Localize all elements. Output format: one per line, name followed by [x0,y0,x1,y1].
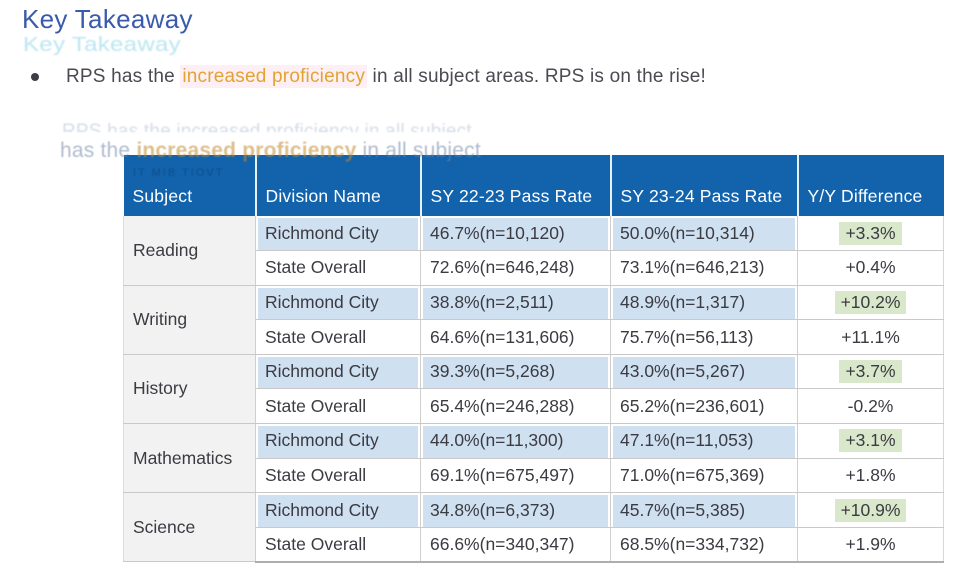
column-header-sy2223-pass-rate: SY 22-23 Pass Rate [420,155,612,216]
yy-difference-cell: +1.9% [797,527,944,563]
sy2324-pass-rate-cell: 47.1%(n=11,053) [610,423,798,459]
sy2324-pass-rate-cell: 45.7%(n=5,385) [610,492,798,528]
subject-cell: Science [123,492,256,563]
division-name-cell: Richmond City [255,423,421,459]
sy2223-pass-rate-cell: 69.1%(n=675,497) [420,458,611,494]
page-title: Key Takeaway [22,4,193,34]
sy2324-pass-rate-cell: 68.5%(n=334,732) [610,527,798,563]
yy-difference-cell: +10.2% [797,285,944,321]
sy2223-pass-rate-cell: 64.6%(n=131,606) [420,319,611,355]
division-name-cell: State Overall [255,388,421,425]
table-row: Science Richmond City 34.8%(n=6,373) 45.7%(… [123,492,944,563]
positive-diff-badge: +10.9% [834,498,907,522]
table-row: Reading Richmond City 46.7%(n=10,120) 50.0%… [123,216,944,286]
division-name-cell: State Overall [255,527,421,563]
yy-difference-cell: +1.8% [797,458,944,494]
sy2324-pass-rate-cell: 50.0%(n=10,314) [610,216,798,252]
division-name-cell: State Overall [255,458,421,494]
table-row: State Overall 66.6%(n=340,347) 68.5%(n=334… [124,527,944,563]
column-header-subject: Subject [123,155,257,216]
column-header-division-name: Division Name [255,155,422,216]
division-name-cell: Richmond City [255,492,421,528]
bullet-dot-icon [31,73,39,81]
ghost-heading-artifact: Key Takeaway [23,33,181,57]
yy-difference-cell: +3.1% [797,423,944,459]
yy-difference-cell: +10.9% [797,492,944,528]
table-row: Mathematics Richmond City 44.0%(n=11,300) 4… [123,423,944,494]
table-row: State Overall 72.6%(n=646,248) 73.1%(n=646… [124,250,944,286]
subject-cell: Reading [123,216,256,286]
table-row: State Overall 65.4%(n=246,288) 65.2%(n=236… [124,388,944,425]
positive-diff-badge: +10.2% [834,290,907,314]
table-row: State Overall 69.1%(n=675,497) 71.0%(n=675… [124,458,944,494]
takeaway-text-suffix: in all subject areas. RPS is on the rise… [367,66,706,87]
yy-difference-cell: +3.7% [797,354,944,390]
sy2324-pass-rate-cell: 65.2%(n=236,601) [610,388,798,425]
sy2223-pass-rate-cell: 72.6%(n=646,248) [420,250,611,286]
division-name-cell: State Overall [255,250,421,286]
sy2223-pass-rate-cell: 46.7%(n=10,120) [420,216,611,252]
pass-rate-table-wrapper: Subject Division Name SY 22-23 Pass Rate… [123,155,944,563]
subject-cell: Writing [123,285,256,355]
ghost-fragment-line-artifact: RPS has the increased proficiency in all… [62,121,472,132]
table-row: History Richmond City 39.3%(n=5,268) 43.0%(… [123,354,944,425]
pass-rate-table: Subject Division Name SY 22-23 Pass Rate… [123,155,944,563]
yy-difference-cell: +3.3% [797,216,944,252]
sy2324-pass-rate-cell: 75.7%(n=56,113) [610,319,798,355]
sy2324-pass-rate-cell: 71.0%(n=675,369) [610,458,798,494]
sy2324-pass-rate-cell: 48.9%(n=1,317) [610,285,798,321]
yy-difference-cell: +11.1% [797,319,944,355]
table-row: Writing Richmond City 38.8%(n=2,511) 48.9%(… [123,285,944,355]
column-header-yy-difference: Y/Y Difference [797,155,944,216]
sy2324-pass-rate-cell: 73.1%(n=646,213) [610,250,798,286]
subject-cell: History [123,354,256,425]
sy2223-pass-rate-cell: 66.6%(n=340,347) [420,527,611,563]
positive-diff-badge: +3.3% [839,221,902,245]
division-name-cell: Richmond City [255,354,421,390]
column-header-sy2324-pass-rate: SY 23-24 Pass Rate [610,155,799,216]
sy2223-pass-rate-cell: 38.8%(n=2,511) [420,285,611,321]
yy-difference-cell: +0.4% [797,250,944,286]
yy-difference-cell: -0.2% [797,388,944,425]
table-body: Reading Richmond City 46.7%(n=10,120) 50.0%… [123,216,944,563]
subject-cell: Mathematics [123,423,256,494]
division-name-cell: Richmond City [255,285,421,321]
takeaway-highlight: increased proficiency [180,65,368,88]
table-header: Subject Division Name SY 22-23 Pass Rate… [123,155,944,216]
table-row: State Overall 64.6%(n=131,606) 75.7%(n=56,… [124,319,944,355]
sy2324-pass-rate-cell: 43.0%(n=5,267) [610,354,798,390]
takeaway-bullet: RPS has the increased proficiency in all… [0,65,940,88]
sy2223-pass-rate-cell: 44.0%(n=11,300) [420,423,611,459]
sy2223-pass-rate-cell: 65.4%(n=246,288) [420,388,611,425]
takeaway-text-prefix: RPS has the [66,66,181,87]
sy2223-pass-rate-cell: 39.3%(n=5,268) [420,354,611,390]
positive-diff-badge: +3.7% [839,360,902,384]
positive-diff-badge: +3.1% [839,429,902,453]
sy2223-pass-rate-cell: 34.8%(n=6,373) [420,492,611,528]
division-name-cell: Richmond City [255,216,421,252]
division-name-cell: State Overall [255,319,421,355]
